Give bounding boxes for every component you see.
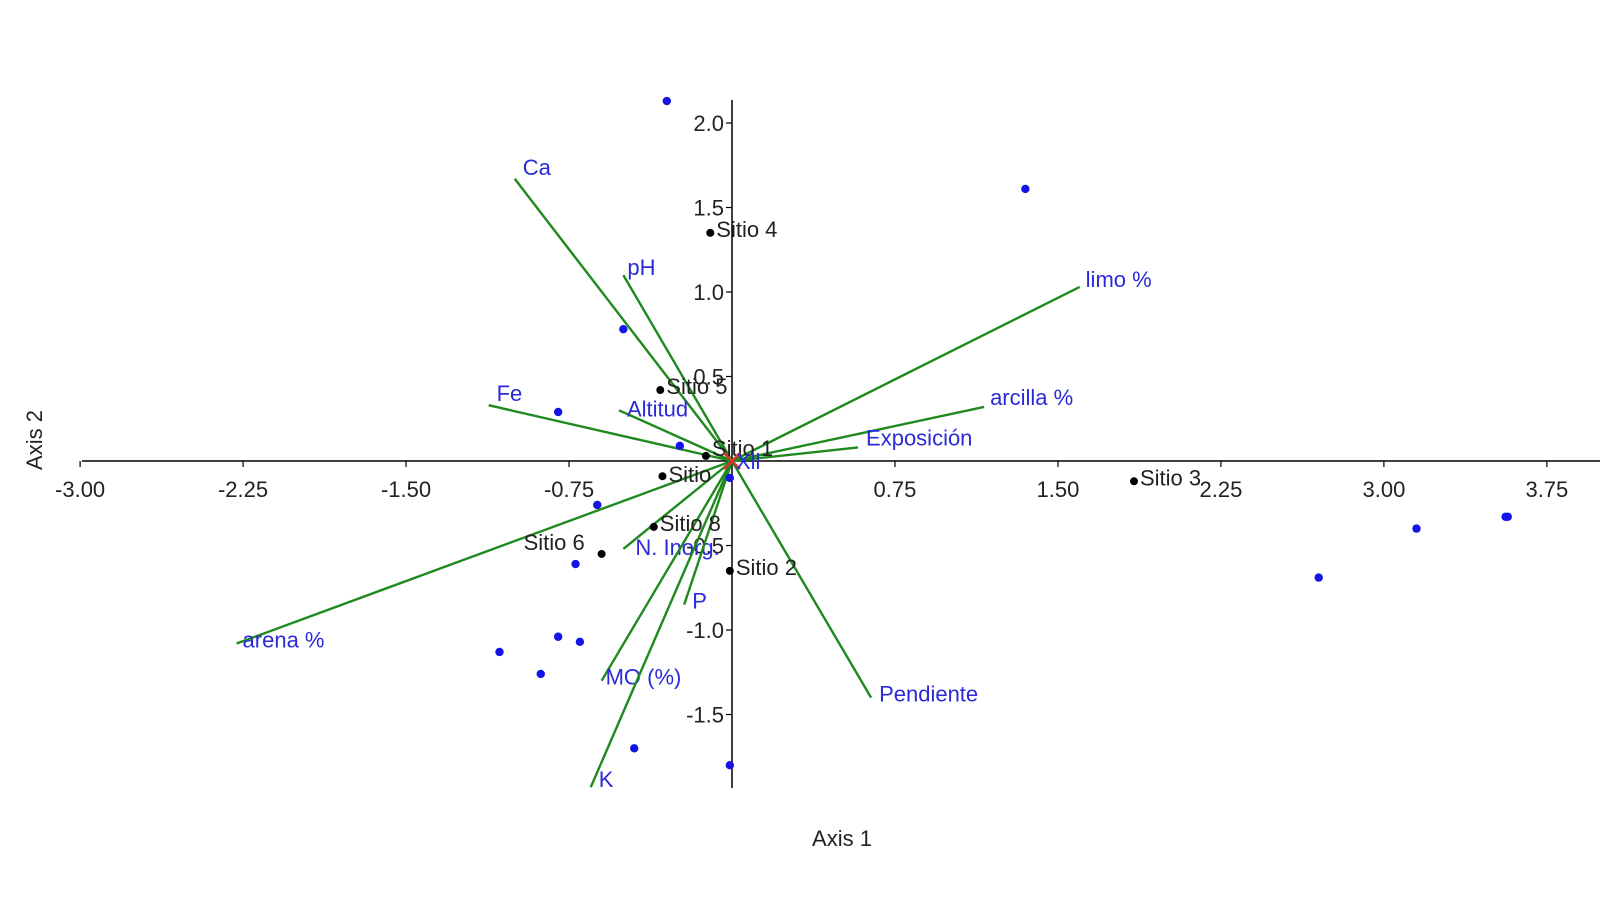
vector-line (513, 178, 733, 462)
site-label: Sitio 1 (712, 436, 773, 461)
vector-label: Fe (497, 381, 523, 406)
data-point (630, 744, 639, 753)
site-point (706, 228, 715, 237)
site-label: Sitio 6 (524, 530, 585, 555)
vector-line (236, 459, 733, 645)
site-label: Sitio 2 (736, 555, 797, 580)
vector-label: K (599, 767, 614, 792)
x-tick-label: -1.50 (381, 477, 431, 502)
site-label: Sitio (668, 462, 711, 487)
data-point (662, 96, 672, 106)
vector-label: limo % (1086, 267, 1152, 292)
vector-label: arcilla % (990, 385, 1073, 410)
data-point (593, 500, 602, 510)
vector-line (731, 446, 859, 463)
data-point (575, 637, 585, 647)
vector-line (622, 274, 734, 462)
data-point (1314, 573, 1323, 582)
data-point (571, 559, 580, 569)
x-tick-label: -0.75 (544, 477, 594, 502)
x-tick-label: 0.75 (874, 477, 917, 502)
site-point (658, 472, 667, 481)
data-point (553, 632, 563, 641)
vector-label: Pendiente (879, 682, 978, 707)
y-tick-label: 0.5 (693, 365, 724, 390)
vector-line (622, 460, 733, 550)
data-point (725, 473, 735, 483)
data-point (1412, 524, 1421, 533)
vector-line (683, 460, 734, 606)
data-point (725, 761, 735, 770)
data-point (1503, 512, 1512, 521)
vector-line (618, 409, 733, 463)
site-label: Sitio 4 (716, 217, 777, 242)
x-tick-label: 3.00 (1362, 477, 1405, 502)
data-point (553, 407, 563, 417)
data-point (619, 324, 628, 334)
origin-marker: Xll (723, 449, 760, 474)
vector-label: pH (627, 255, 655, 280)
x-tick-label: -2.25 (218, 477, 268, 502)
x-axis-title: Axis 1 (812, 826, 872, 851)
x-tick-label: 1.50 (1037, 477, 1080, 502)
site-point (656, 386, 665, 395)
x-tick-label: -3.00 (55, 477, 105, 502)
vector-label: Ca (523, 155, 552, 180)
data-point (536, 669, 545, 679)
vector-line (589, 460, 734, 788)
y-axis-title: Axis 2 (22, 410, 47, 470)
vector-line (488, 404, 733, 463)
axes: -3.00 -2.25 -1.50 -0.75 0.75 1.50 2.25 3.00 3.75… (55, 100, 1600, 788)
site-label: Sitio 5 (666, 374, 727, 399)
site-label: Sitio 3 (1140, 465, 1201, 490)
species-points (495, 96, 1512, 770)
y-tick-label: -1.0 (686, 618, 724, 643)
site-point (649, 522, 658, 531)
site-point (725, 566, 734, 575)
data-point (495, 647, 504, 657)
vector-label: P (692, 589, 707, 614)
vector-label: MO (%) (606, 665, 682, 690)
y-tick-label: 1.0 (693, 280, 724, 305)
site-point (597, 549, 606, 558)
vector-arrows: Ca pH limo % arcilla % Exposición Fe Altitud ar… (236, 155, 1152, 792)
vector-line (600, 460, 734, 682)
vector-label: arena % (243, 628, 325, 653)
vector-line (730, 460, 873, 699)
x-tick-label: 3.75 (1525, 477, 1568, 502)
y-tick-label: 2.0 (693, 111, 724, 136)
centroid-cross (723, 452, 741, 470)
centroid-label: Xll (736, 449, 760, 474)
site-point (1130, 477, 1139, 486)
vector-label: Altitud (627, 396, 688, 421)
site-label: Sitio 8 (660, 511, 721, 536)
y-tick-label: -1.5 (686, 703, 724, 728)
data-point (675, 441, 685, 450)
y-tick-label: 1.5 (693, 196, 724, 221)
site-point (701, 451, 710, 460)
x-tick-label: 2.25 (1200, 477, 1243, 502)
vector-label: Exposición (866, 425, 972, 450)
data-point (1021, 184, 1030, 194)
vector-line (731, 285, 1081, 463)
vector-line (731, 405, 985, 463)
